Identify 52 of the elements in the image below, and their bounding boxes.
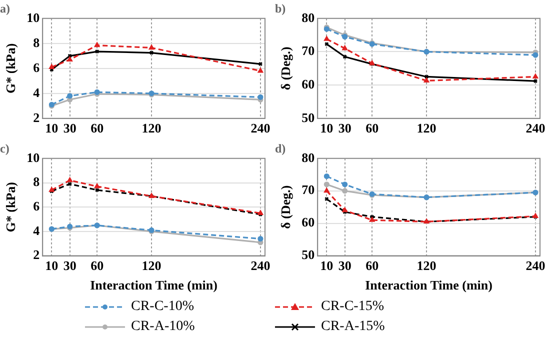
y-tick-label: 80 — [302, 10, 315, 25]
y-tick-label: 80 — [302, 150, 315, 165]
x-tick-label: 240 — [250, 258, 270, 273]
chart-title: c) — [0, 141, 10, 156]
x-tick-label: 30 — [338, 258, 352, 273]
legend-label: CR-A-10% — [131, 319, 195, 335]
x-tick-label: 240 — [526, 120, 546, 136]
y-tick-label: 6 — [33, 198, 40, 214]
y-tick-label: 50 — [302, 110, 315, 125]
y-tick-label: 6 — [33, 60, 40, 75]
chart-title: b) — [275, 1, 286, 16]
x-tick-label: 240 — [250, 120, 270, 136]
x-axis-title: Interaction Time (min) — [365, 278, 492, 293]
y-tick-label: 2 — [33, 110, 40, 125]
y-axis-title: δ (Deg.) — [278, 185, 294, 229]
y-tick-label: 10 — [26, 10, 40, 25]
x-tick-label: 60 — [366, 258, 379, 273]
y-tick-label: 8 — [33, 34, 40, 50]
x-tick-label: 30 — [63, 120, 76, 136]
x-tick-label: 30 — [338, 120, 352, 136]
y-tick-label: 60 — [302, 76, 315, 92]
y-tick-label: 70 — [302, 182, 315, 198]
x-tick-label: 10 — [45, 258, 58, 273]
y-tick-label: 10 — [26, 150, 40, 165]
y-tick-label: 4 — [33, 84, 40, 100]
legend-label: CR-C-10% — [131, 299, 194, 315]
x-tick-label: 120 — [142, 258, 162, 273]
y-tick-label: 70 — [302, 43, 315, 58]
x-tick-label: 60 — [90, 258, 104, 273]
x-tick-label: 120 — [142, 120, 162, 136]
x-axis-title: Interaction Time (min) — [90, 278, 218, 293]
y-tick-label: 2 — [33, 247, 40, 262]
x-tick-label: 120 — [416, 120, 436, 136]
x-tick-label: 10 — [320, 120, 334, 136]
y-axis-title: δ (Deg.) — [278, 46, 294, 90]
y-tick-label: 60 — [302, 214, 315, 230]
legend-label: CR-C-15% — [321, 299, 384, 315]
x-tick-label: 30 — [63, 258, 76, 273]
y-tick-label: 50 — [302, 247, 315, 262]
x-tick-label: 10 — [45, 120, 58, 136]
y-axis-title: G* (kPa) — [3, 43, 18, 94]
x-tick-label: 240 — [526, 258, 546, 273]
y-axis-title: G* (kPa) — [3, 182, 18, 232]
x-tick-label: 10 — [320, 258, 334, 273]
y-tick-label: 4 — [33, 222, 40, 238]
x-tick-label: 120 — [416, 258, 436, 273]
chart-title: a) — [0, 1, 10, 16]
chart-title: d) — [275, 141, 286, 156]
x-tick-label: 60 — [366, 120, 379, 136]
legend-label: CR-A-15% — [321, 319, 385, 335]
x-tick-label: 60 — [90, 120, 104, 136]
y-tick-label: 8 — [33, 174, 40, 190]
